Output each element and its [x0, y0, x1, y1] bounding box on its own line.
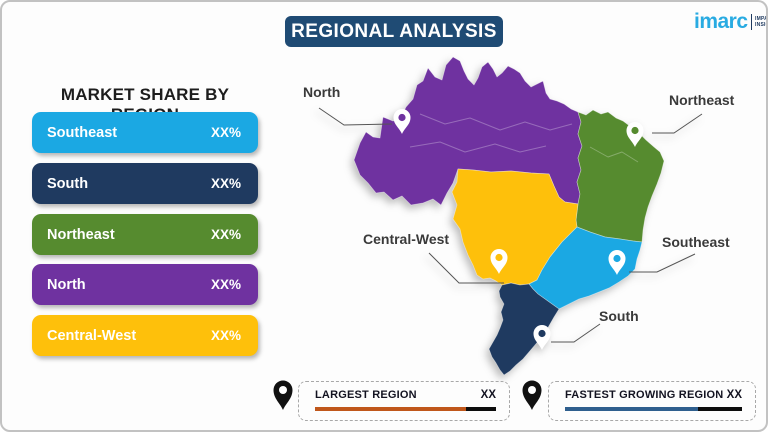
legend-bar-label: North: [47, 276, 86, 293]
map-label-southeast: Southeast: [662, 234, 730, 250]
map-label-central-west: Central-West: [363, 231, 450, 247]
legend-bar-south: South XX%: [32, 163, 258, 204]
legend-bar-northeast: Northeast XX%: [32, 214, 258, 255]
map-label-south: South: [599, 308, 639, 324]
legend-bar-southeast: Southeast XX%: [32, 112, 258, 153]
legend-bar-label: Southeast: [47, 124, 118, 141]
fastest-growing-region-underline: [565, 407, 742, 411]
largest-region-label: LARGEST REGION: [315, 389, 417, 401]
logo-brand-text: imarc: [694, 10, 748, 33]
brazil-map: [318, 56, 703, 376]
legend-bar-label: South: [47, 175, 89, 192]
legend-bar-value: XX%: [210, 176, 241, 191]
legend-bar-label: Central-West: [47, 327, 137, 344]
legend-bar-value: XX%: [210, 277, 241, 292]
map-label-northeast: Northeast: [669, 92, 735, 108]
legend-bar-value: XX%: [210, 328, 241, 343]
map-region-northeast: [575, 109, 665, 243]
logo-divider: [750, 13, 753, 30]
pin-southeast: [608, 250, 626, 275]
legend-bar-north: North XX%: [32, 264, 258, 305]
fastest-growing-region-box: FASTEST GROWING REGION XX: [548, 381, 756, 421]
pin-north: [393, 109, 411, 134]
map-region-south: [488, 282, 560, 376]
river-lines: [409, 113, 639, 163]
largest-region-value: XX: [480, 389, 496, 401]
page-title: REGIONAL ANALYSIS: [285, 16, 503, 47]
fastest-growing-region-value: XX: [726, 389, 742, 401]
fastest-growing-pin-icon: [522, 380, 542, 410]
pin-northeast: [626, 122, 644, 147]
largest-region-box: LARGEST REGION XX: [298, 381, 510, 421]
pin-south: [533, 325, 551, 350]
legend-bar-value: XX%: [210, 227, 241, 242]
legend-bar-value: XX%: [210, 125, 241, 140]
largest-region-pin-icon: [273, 380, 293, 410]
map-label-north: North: [303, 84, 341, 100]
leader-lines: [318, 107, 703, 343]
fastest-growing-region-label: FASTEST GROWING REGION: [565, 389, 724, 401]
logo-tagline: IMPACTFUL INSIGHTS: [755, 15, 768, 28]
legend-bar-label: Northeast: [47, 226, 115, 243]
pin-central-west: [490, 249, 508, 274]
largest-region-underline: [315, 407, 496, 411]
map-pins: [393, 109, 644, 350]
legend-bar-central-west: Central-West XX%: [32, 315, 258, 356]
map-region-southeast: [528, 226, 643, 310]
map-region-north: [353, 56, 583, 206]
imarc-logo: imarc IMPACTFUL INSIGHTS: [694, 10, 768, 33]
